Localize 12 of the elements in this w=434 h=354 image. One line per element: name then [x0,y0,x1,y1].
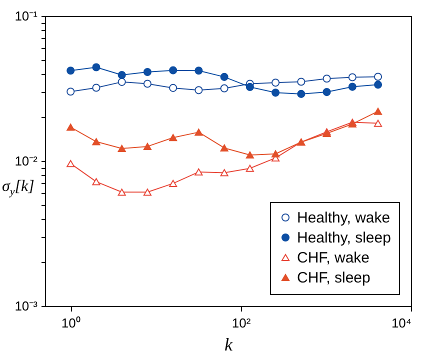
x-tick-label: 10⁰ [61,316,81,330]
x-axis-title: k [224,334,234,354]
legend-label: Healthy, sleep [297,230,391,246]
y-axis-title: σ$_{y}$[k] [2,178,34,202]
x-tick-label: 10⁴ [391,316,412,330]
x-tick-label: 10² [232,316,252,330]
legend-label: CHF, wake [297,250,370,266]
y-tick-label: 10⁻³ [14,298,38,314]
legend-label: Healthy, wake [297,210,390,226]
y-tick-label: 10⁻¹ [14,8,38,24]
y-tick-label: 10⁻² [14,154,38,168]
legend-label: CHF, sleep [297,270,370,286]
